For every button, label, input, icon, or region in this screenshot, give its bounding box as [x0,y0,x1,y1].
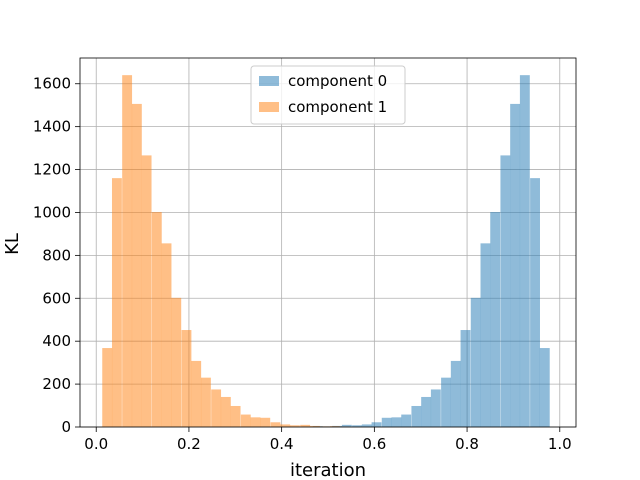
y-tick-label: 600 [42,289,71,307]
histogram-bar [341,424,352,427]
legend-swatch [259,102,279,112]
tick-labels: 0.0 0.2 0.4 0.6 0.8 1.0 0 200 400 600 800 1000 1200 1… [33,75,572,453]
histogram-bar [161,243,172,427]
histogram-bar [260,417,271,427]
histogram-bar [401,414,412,427]
x-tick-label: 0.6 [362,435,386,453]
series-0-bars [302,75,550,428]
histogram-bar [470,297,481,427]
histogram-bar [480,243,491,427]
histogram-bar [111,178,122,427]
legend-entry: component 1 [259,98,387,116]
histogram-bar [361,424,372,427]
histogram-bar [391,417,402,427]
histogram-bar [280,424,291,427]
y-tick-label: 1000 [33,203,71,221]
histogram-bar [530,178,540,427]
histogram-bar [211,389,222,427]
y-tick-label: 800 [42,246,71,264]
histogram-bar [131,103,142,427]
histogram-bar [181,330,192,427]
histogram-bar [329,426,340,427]
legend-swatch [259,76,279,86]
histogram-bar [441,377,451,427]
histogram-bar [309,425,320,427]
y-tick-label: 1600 [33,75,71,93]
y-tick-label: 1200 [33,161,71,179]
legend-label: component 0 [288,72,387,90]
legend-entry: component 0 [259,72,387,90]
histogram-bar [151,212,162,427]
y-tick-label: 1400 [33,118,71,136]
axes [75,57,577,432]
histogram-bar [141,155,152,427]
y-tick-label: 400 [42,332,71,350]
x-tick-label: 0.4 [270,435,294,453]
histogram-bar [220,396,231,427]
x-tick-label: 0.8 [455,435,479,453]
plot-frame [79,57,577,428]
histogram-bar [171,297,182,427]
histogram-bar [430,389,441,427]
histogram-bar [289,425,300,427]
histogram-bar [490,212,501,427]
histogram-bar [191,360,202,427]
x-tick-label: 1.0 [548,435,572,453]
histogram-bar [250,417,261,427]
histogram-bar [270,422,281,427]
histogram-bar [122,75,133,428]
y-tick-label: 0 [61,418,71,436]
histogram-bars [102,75,550,428]
series-1-bars [102,75,350,428]
x-tick-label: 0.0 [84,435,108,453]
histogram-bar [411,405,422,427]
y-tick-label: 200 [42,375,71,393]
x-axis-label: iteration [290,460,366,480]
histogram-bar [450,360,461,427]
histogram-bar [102,348,113,427]
legend-label: component 1 [288,98,387,116]
histogram-bar [460,330,471,427]
histogram-bar [200,377,211,427]
legend: component 0 component 1 [250,65,406,125]
histogram-bar [371,422,382,427]
histogram-bar [381,417,392,427]
histogram-bar [519,75,530,428]
histogram-bar [510,103,521,427]
histogram-bar [539,348,550,427]
x-tick-label: 0.2 [177,435,201,453]
legend-box [250,65,406,125]
histogram-bar [300,424,311,427]
histogram-bar [500,155,511,427]
histogram-bar [421,396,432,427]
histogram-bar [240,414,251,427]
histogram-bar [352,425,362,427]
histogram-bar [230,405,241,427]
y-axis-label: KL [2,233,23,255]
